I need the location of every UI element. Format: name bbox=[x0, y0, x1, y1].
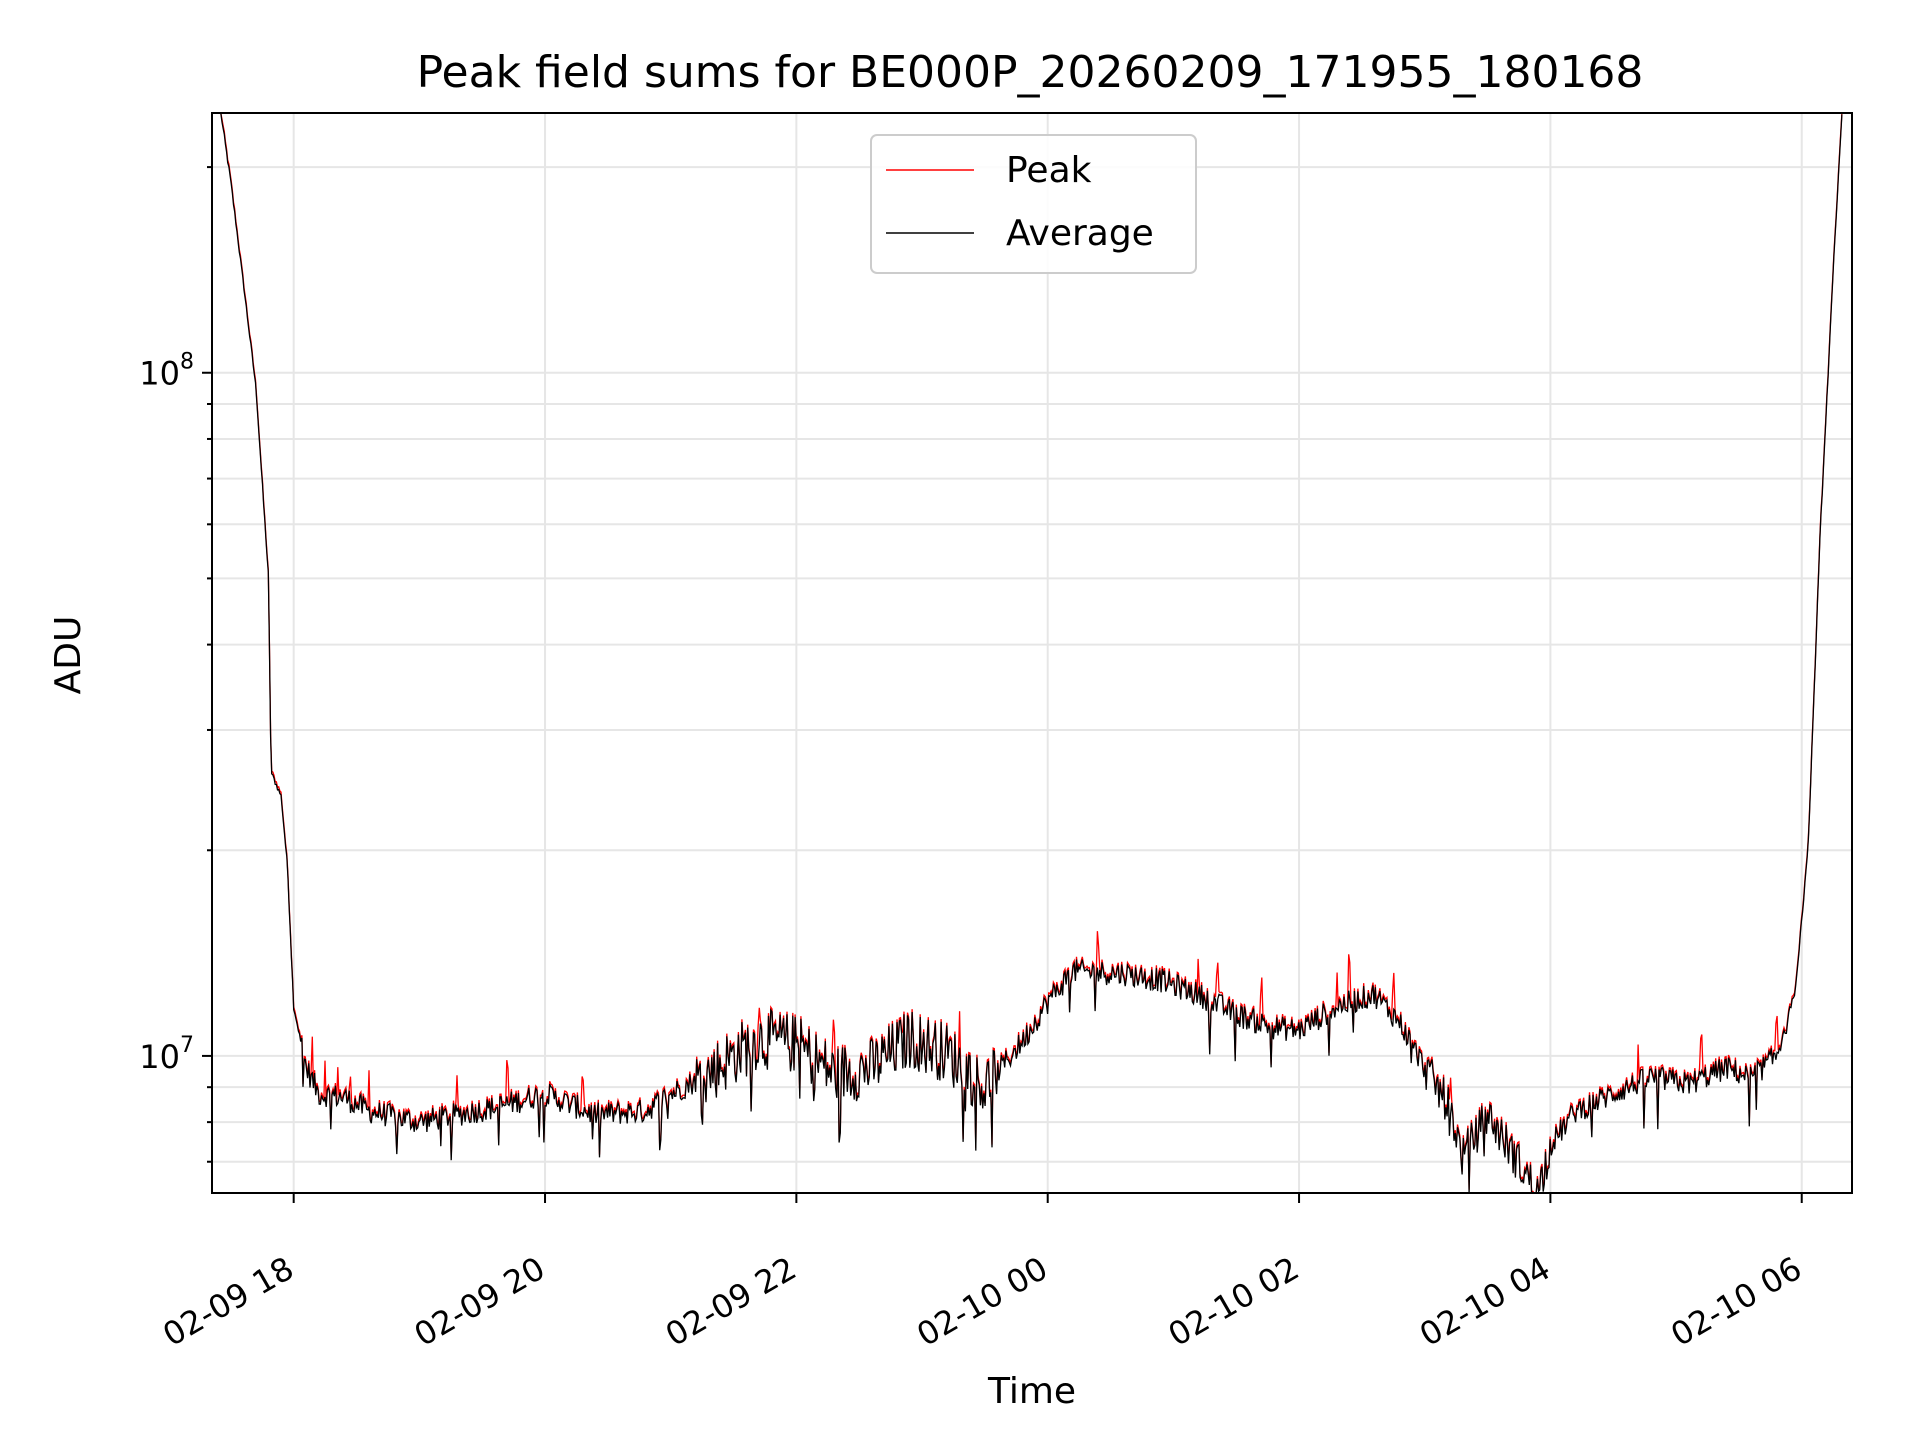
grid bbox=[212, 113, 1852, 1193]
y-axis-label: ADU bbox=[48, 616, 89, 695]
y-tick-label: 107 bbox=[139, 1033, 194, 1076]
series-layer bbox=[220, 113, 1843, 1193]
y-tick-label: 108 bbox=[139, 350, 194, 393]
chart-title: Peak field sums for BE000P_20260209_1719… bbox=[417, 47, 1644, 98]
legend: Peak Average bbox=[870, 134, 1197, 274]
plot-frame bbox=[211, 112, 1853, 1194]
legend-label-peak: Peak bbox=[1006, 150, 1092, 191]
x-axis-label: Time bbox=[987, 1371, 1076, 1412]
series-line-average bbox=[220, 113, 1843, 1193]
y-axis: 107 108 bbox=[139, 166, 212, 1163]
legend-label-average: Average bbox=[1006, 213, 1154, 254]
